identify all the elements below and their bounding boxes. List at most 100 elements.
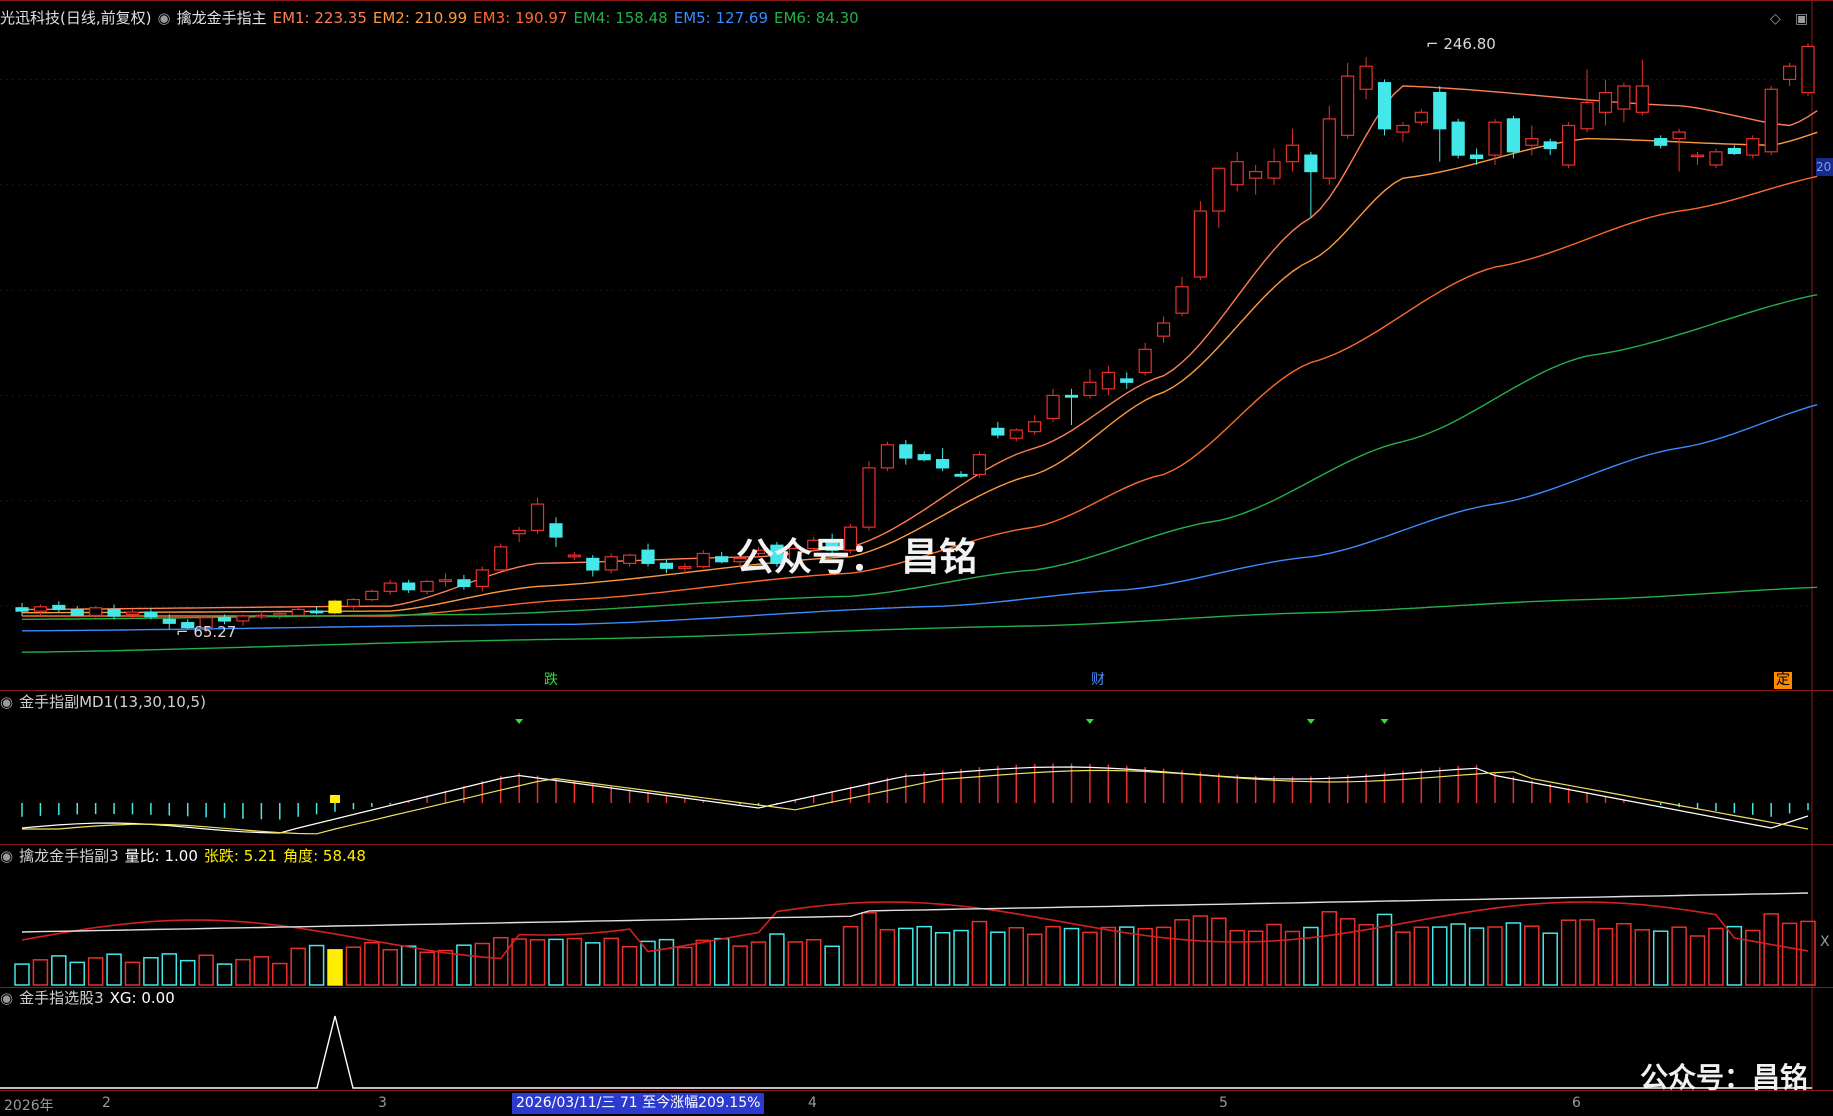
volume-bar bbox=[1247, 930, 1264, 986]
candle-body bbox=[1322, 118, 1336, 179]
em4-value: EM4: 158.48 bbox=[573, 9, 668, 27]
candle-body bbox=[1249, 170, 1263, 179]
stock-title[interactable]: 光迅科技(日线,前复权) bbox=[0, 9, 152, 27]
diamond-icon[interactable]: ◇ bbox=[1770, 11, 1781, 27]
volume-bar bbox=[1229, 929, 1245, 986]
volume-bar bbox=[1174, 919, 1190, 986]
candle-body bbox=[273, 613, 287, 616]
candle-body bbox=[70, 608, 84, 616]
candle-body bbox=[1230, 161, 1244, 186]
volume-bar bbox=[1597, 927, 1614, 986]
candle-body bbox=[1727, 147, 1741, 155]
sub2-chevron-icon[interactable]: ◉ bbox=[0, 847, 14, 865]
candle-body bbox=[751, 549, 766, 555]
sub1-chevron-icon[interactable]: ◉ bbox=[0, 693, 14, 711]
volume-line-white bbox=[21, 892, 1809, 933]
xg-spike-line bbox=[0, 1015, 1812, 1089]
volume-bar bbox=[1634, 929, 1651, 986]
volume-bar bbox=[14, 963, 30, 986]
right-price-tag: 20 bbox=[1816, 158, 1833, 176]
candle-body bbox=[144, 611, 158, 618]
candle-body bbox=[715, 556, 729, 563]
volume-bar bbox=[1432, 926, 1448, 986]
volume-bar bbox=[1652, 930, 1669, 986]
volume-bar bbox=[106, 953, 122, 986]
candle-body bbox=[125, 611, 140, 615]
sub3-title[interactable]: 金手指选股3 bbox=[19, 989, 104, 1007]
volume-bar bbox=[419, 951, 435, 986]
signal-fall: 跌 bbox=[544, 672, 558, 688]
candle-body bbox=[530, 503, 545, 532]
candle-body bbox=[1525, 138, 1539, 146]
volume-bar bbox=[640, 940, 656, 986]
candle-body bbox=[1156, 322, 1171, 337]
volume-bar bbox=[437, 949, 454, 986]
sub2-title[interactable]: 擒龙金手指副3 bbox=[19, 847, 119, 865]
window-icon[interactable]: ▣ bbox=[1795, 11, 1809, 27]
candle-body bbox=[1469, 154, 1484, 160]
volume-bar bbox=[1524, 925, 1540, 986]
candle-body bbox=[33, 606, 48, 612]
candle-body bbox=[1782, 65, 1797, 80]
candle-body bbox=[1451, 121, 1465, 156]
candle-body bbox=[623, 554, 637, 564]
candle-body bbox=[475, 569, 489, 588]
candle-body bbox=[586, 557, 600, 571]
volume-bar bbox=[916, 925, 932, 986]
candle-body bbox=[1175, 286, 1189, 314]
volume-bar bbox=[548, 938, 564, 986]
candle-body bbox=[89, 607, 103, 616]
md1-signal-arrow bbox=[515, 719, 524, 724]
volume-bar bbox=[1450, 923, 1466, 986]
md1-signal-arrow bbox=[1380, 719, 1389, 724]
candle-body bbox=[365, 590, 379, 601]
volume-bar bbox=[953, 929, 969, 986]
indicator-name[interactable]: 擒龙金手指主 bbox=[176, 9, 267, 27]
volume-bar bbox=[1708, 927, 1724, 986]
sub3-chevron-icon[interactable]: ◉ bbox=[0, 989, 14, 1007]
sub1-title[interactable]: 金手指副MD1(13,30,10,5) bbox=[19, 693, 206, 711]
candle-body bbox=[1359, 65, 1373, 90]
volume-panel bbox=[14, 892, 1816, 986]
volume-bar bbox=[1211, 917, 1227, 986]
signal-cai: 财 bbox=[1091, 672, 1105, 688]
candle-body bbox=[457, 579, 471, 587]
volume-bar bbox=[161, 953, 178, 986]
volume-bar bbox=[990, 931, 1006, 986]
volume-bar bbox=[1745, 929, 1761, 986]
candle-body bbox=[1654, 138, 1668, 146]
volume-bar bbox=[879, 928, 896, 986]
volume-bar bbox=[1800, 920, 1816, 986]
candle-body bbox=[678, 566, 692, 569]
low-price-label: ⌐ 65.27 bbox=[176, 623, 237, 641]
volume-bar bbox=[1726, 925, 1743, 986]
volume-bar bbox=[824, 945, 840, 986]
volume-bar bbox=[732, 945, 748, 986]
candle-body bbox=[199, 617, 213, 629]
candle-body bbox=[1212, 167, 1226, 212]
volume-bar bbox=[364, 942, 380, 986]
candle-body bbox=[1285, 144, 1300, 163]
candle-body bbox=[1598, 91, 1613, 113]
volume-bar bbox=[769, 933, 785, 986]
axis-month-apr: 4 bbox=[808, 1095, 817, 1111]
candle-body bbox=[936, 459, 950, 469]
close-icon[interactable]: X bbox=[1820, 934, 1830, 950]
volume-bar bbox=[198, 954, 214, 986]
volume-bar bbox=[1008, 927, 1025, 986]
volume-bar bbox=[400, 945, 417, 986]
candle-body bbox=[641, 549, 655, 564]
volume-bar bbox=[529, 939, 546, 986]
volume-bar bbox=[511, 938, 527, 986]
volume-bar bbox=[1763, 913, 1779, 986]
candle-body bbox=[770, 544, 784, 564]
axis-month-may: 5 bbox=[1219, 1095, 1228, 1111]
em1-value: EM1: 223.35 bbox=[272, 9, 367, 27]
candle-body bbox=[1193, 210, 1207, 278]
candle-body bbox=[291, 608, 305, 616]
chevron-icon[interactable]: ◉ bbox=[157, 9, 171, 27]
volume-bar bbox=[492, 936, 509, 986]
signal-ding: 定 bbox=[1774, 672, 1792, 689]
candle-body bbox=[254, 614, 268, 618]
candle-body bbox=[309, 610, 324, 614]
